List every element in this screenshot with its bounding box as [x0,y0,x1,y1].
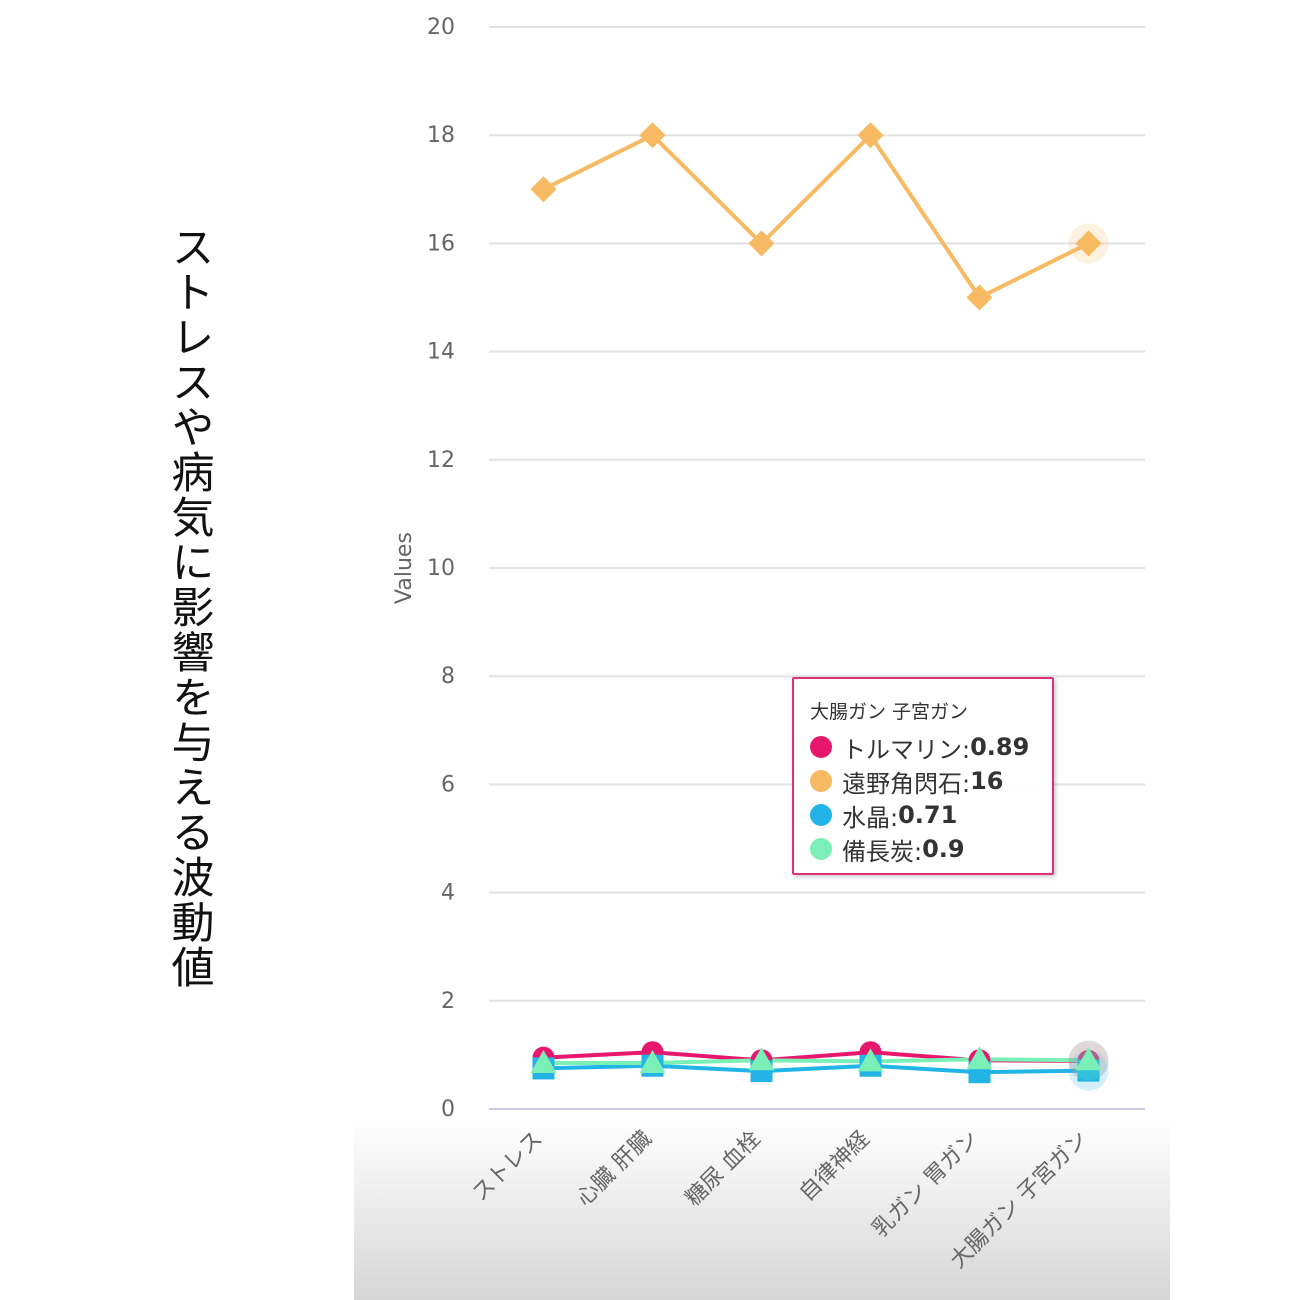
tooltip-swatch [810,736,832,758]
tooltip-value: 0.71 [898,801,958,829]
y-tick-label: 0 [441,1097,455,1122]
tooltip-swatch [810,770,832,792]
marker [857,1048,884,1072]
marker [639,1050,666,1074]
series-line [543,1063,1089,1075]
tooltip-swatch [810,804,832,826]
tooltip-title: 大腸ガン 子宮ガン [810,701,969,723]
marker [966,284,993,311]
tooltip-value: 16 [970,767,1004,795]
marker [530,1050,557,1074]
y-tick-label: 20 [427,15,455,40]
marker [530,176,557,203]
marker [748,230,775,257]
y-axis-label: Values [392,532,417,604]
y-tick-label: 18 [427,123,455,148]
tooltip-value: 0.9 [922,835,965,863]
marker [966,1046,993,1070]
tooltip-row: 備長炭0.9 [810,832,1052,866]
series-line [542,132,1090,301]
y-tick-label: 2 [441,989,455,1014]
y-tick-label: 12 [427,448,455,473]
x-tick-label: 自律神経 [795,1127,875,1207]
tooltip-value: 0.89 [970,733,1030,761]
marker [639,122,666,149]
x-tick-label: 心臓 肝臓 [572,1127,657,1212]
chart-title: ストレスや病気に影響を与える波動値 [164,225,214,990]
series-line [543,1057,1089,1066]
marker [857,122,884,149]
tooltip-series-name: 備長炭 [842,832,922,867]
tooltip-row: 遠野角閃石16 [810,764,1052,798]
y-tick-label: 4 [441,881,455,906]
y-tick-label: 8 [441,664,455,689]
x-tick-label: 乳ガン 胃ガン [868,1127,984,1243]
background-fade [354,1118,1170,1300]
y-tick-label: 10 [427,556,455,581]
marker [1075,1047,1102,1071]
marker [748,1047,775,1071]
x-tick-label: 糖尿 血栓 [681,1127,766,1212]
tooltip-row: 水晶0.71 [810,798,1052,832]
x-tick-label: ストレス [468,1127,548,1207]
tooltip-swatch [810,838,832,860]
tooltip: 大腸ガン 子宮ガン トルマリン0.89遠野角閃石16水晶0.71備長炭0.9 [792,677,1054,875]
marker [1075,230,1102,257]
tooltip-row: トルマリン0.89 [810,730,1052,764]
y-tick-label: 16 [427,231,455,256]
y-tick-label: 14 [427,340,455,365]
tooltip-series-name: トルマリン [842,730,970,765]
tooltip-series-name: 遠野角閃石 [842,764,970,799]
tooltip-series-name: 水晶 [842,798,898,833]
y-tick-label: 6 [441,772,455,797]
